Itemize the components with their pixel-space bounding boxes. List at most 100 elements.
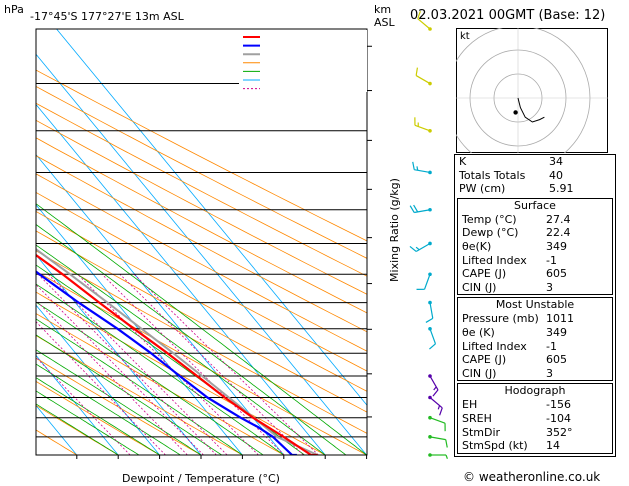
indices-row: Totals Totals 40	[455, 169, 615, 183]
wet-adiabat-line	[36, 301, 264, 455]
index-label: StmDir	[462, 425, 501, 439]
index-value: 5.91	[549, 182, 574, 196]
wind-barb-flag	[445, 454, 448, 459]
index-label: StmSpd (kt)	[462, 439, 528, 453]
wind-barb-flag	[425, 317, 434, 323]
wind-barb-flag	[412, 161, 415, 170]
indices-row: θe(K) 349	[458, 240, 612, 254]
dry-adiabat-line	[36, 102, 367, 277]
storm-motion-marker	[513, 110, 518, 115]
hpa-label: hPa	[4, 3, 24, 16]
mixing-ratio-line	[47, 274, 228, 455]
wind-barb-staff	[415, 75, 431, 85]
mixing-ratio-line	[101, 274, 285, 455]
hodograph-unit-label: kt	[460, 31, 470, 42]
parcel-trajectory-line	[36, 248, 319, 455]
temperature-line	[36, 253, 318, 455]
isotherm-line	[36, 53, 367, 455]
dry-adiabat-line	[36, 404, 119, 455]
index-value: 34	[549, 155, 563, 168]
wind-barb-flag	[409, 205, 415, 213]
index-label: EH	[462, 398, 478, 412]
dry-adiabat-line	[36, 357, 202, 455]
isotherm-line	[0, 29, 35, 455]
wind-barb	[416, 272, 432, 290]
index-value: 40	[549, 168, 563, 182]
hodograph-title: Hodograph	[504, 384, 566, 398]
wind-barb-flag	[415, 67, 419, 76]
isotherm-line	[36, 304, 160, 455]
index-value: -156	[546, 398, 571, 412]
wind-barb-flag	[433, 386, 437, 391]
wet-adiabat-line	[36, 390, 140, 455]
index-value: 605	[546, 267, 567, 281]
index-value: 3	[546, 280, 553, 294]
index-label: Temp (°C)	[462, 212, 517, 226]
dewpoint-line	[36, 270, 297, 455]
wet-adiabat-line	[36, 318, 243, 455]
wind-barb-staff	[429, 417, 446, 424]
index-label: CIN (J)	[462, 366, 497, 380]
index-value: 349	[546, 325, 567, 339]
wind-barb-flag	[429, 343, 436, 350]
mixing-ratio-line	[37, 274, 217, 455]
wind-barb-flag	[416, 166, 419, 171]
chart-legend	[239, 30, 367, 92]
indices-row: Temp (°C) 27.4	[458, 213, 612, 227]
wind-barb	[417, 10, 432, 31]
index-label: θe(K)	[462, 239, 492, 253]
wind-barb-staff	[429, 302, 434, 319]
wind-barb	[415, 67, 432, 86]
index-value: -1	[546, 253, 557, 267]
wind-barb-staff	[414, 209, 431, 214]
wind-barb	[414, 117, 432, 133]
km-label: km	[374, 3, 391, 16]
index-value: 27.4	[546, 212, 571, 226]
indices-row: K 34	[455, 155, 615, 169]
wet-adiabat-line	[36, 377, 160, 455]
isotherm-line	[36, 354, 119, 455]
index-label: Lifted Index	[462, 253, 527, 267]
indices-row: CIN (J) 3	[458, 281, 612, 295]
index-label: CIN (J)	[462, 280, 497, 294]
mixing-ratio-line	[36, 283, 204, 455]
hodograph-section: Hodograph EH -156 SREH -104 StmDir 352° StmSpd…	[457, 383, 613, 454]
most-unstable-title: Most Unstable	[495, 298, 575, 312]
asl-label: ASL	[374, 16, 396, 29]
indices-row: CAPE (J) 605	[458, 353, 612, 367]
wet-adiabat-line	[36, 349, 202, 455]
index-label: Totals Totals	[459, 168, 526, 182]
wind-barb	[425, 300, 434, 323]
wind-barb-staff	[429, 328, 437, 345]
plot-frame	[35, 28, 368, 456]
dry-adiabat-line	[36, 69, 367, 242]
wet-adiabat-line	[36, 264, 305, 455]
wind-barb-staff	[429, 397, 443, 409]
index-value: 1011	[546, 312, 574, 326]
indices-row: Pressure (mb) 1011	[458, 312, 612, 326]
index-value: 14	[546, 439, 560, 453]
legend-box	[239, 30, 367, 92]
wind-barb-flag	[413, 204, 419, 213]
indices-row: θe (K) 349	[458, 326, 612, 340]
wind-barb-staff	[414, 169, 431, 174]
dry-adiabat-line	[36, 313, 284, 455]
profile-curves	[36, 248, 319, 455]
wind-barb-staff	[417, 18, 431, 30]
index-label: θe (K)	[462, 325, 495, 339]
dry-adiabat-line	[36, 210, 367, 392]
wind-barb	[428, 395, 443, 416]
wind-barb	[412, 161, 432, 175]
isotherm-line	[36, 254, 202, 455]
surface-section: Surface Temp (°C) 27.4 Dewp (°C) 22.4 θe(K) 3…	[457, 197, 613, 296]
x-axis-label: Dewpoint / Temperature (°C)	[122, 472, 280, 485]
wind-barb-flag	[409, 245, 417, 252]
index-value: 22.4	[546, 226, 571, 240]
wind-barb-flag	[417, 10, 421, 19]
wind-barb	[409, 204, 432, 214]
index-value: 3	[546, 366, 553, 380]
mixing-ratio-line	[36, 356, 131, 455]
index-label: Dewp (°C)	[462, 226, 519, 240]
indices-row: Lifted Index -1	[458, 254, 612, 268]
